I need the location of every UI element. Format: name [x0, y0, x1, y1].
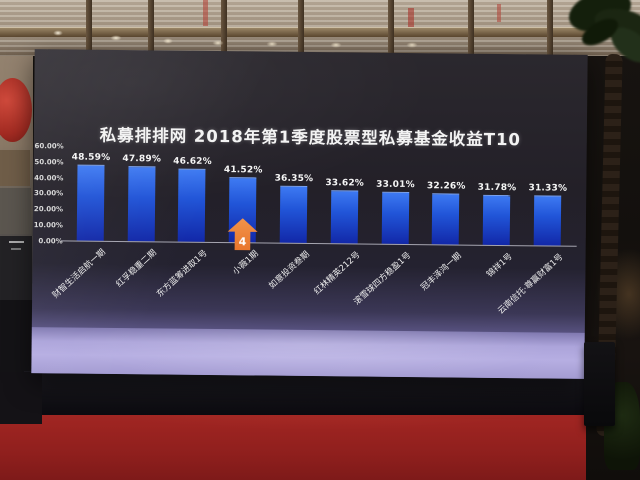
bar-value-label: 47.89%	[122, 153, 162, 165]
bar-value-label: 48.59%	[71, 152, 111, 163]
glass-wall	[0, 0, 640, 56]
chart-title: 私募排排网 2018年第1季度股票型私募基金收益T10	[99, 125, 522, 150]
bar-group: 33.62% 红林精英212号	[312, 150, 371, 297]
y-axis-tick: 60.00%	[34, 142, 64, 151]
bar-category-label: 红林精英212号	[312, 249, 363, 297]
bar-category-label: 冠丰泽鸿一期	[419, 251, 464, 293]
bar-category-label: 如意投资叁期	[266, 249, 312, 292]
bar-value-label: 33.62%	[325, 178, 365, 189]
av-equipment	[0, 236, 32, 300]
y-axis: 60.00% 50.00% 40.00% 30.00% 20.00% 10.00…	[33, 142, 64, 246]
y-axis-tick: 20.00%	[33, 205, 64, 214]
bar-category-label: 财智生活启航一期	[51, 247, 109, 301]
bar-value-label: 31.78%	[477, 182, 517, 193]
y-axis-tick: 0.00%	[38, 237, 63, 246]
bar	[432, 193, 460, 245]
bar-value-label: 31.33%	[528, 183, 568, 195]
bar-category-label: 锦祥1号	[484, 251, 515, 280]
equipment-label-marks	[11, 248, 21, 250]
bar-plot-area: 48.59% 财智生活启航一期 47.89% 红孚稳重二期 46.62% 东方蓝…	[51, 147, 574, 317]
wall-panel	[0, 150, 30, 186]
bar-group: 31.78% 锦祥1号	[471, 152, 523, 280]
bar-group: 36.35% 如意投资叁期	[267, 150, 320, 291]
led-screen: 私募排排网 2018年第1季度股票型私募基金收益T10 60.00% 50.00…	[31, 49, 588, 379]
bar-category-label: 小薇1期	[230, 248, 261, 278]
bar-value-label: 32.26%	[426, 181, 466, 192]
bar-value-label: 41.52%	[223, 164, 263, 176]
stage-base	[24, 371, 594, 415]
ceiling-light-reflections	[0, 0, 640, 56]
wall-panel	[0, 188, 31, 234]
equipment-label-marks	[8, 241, 24, 243]
bar	[330, 190, 359, 244]
bar	[76, 164, 105, 241]
bar-category-label: 东方蓝筹进取1号	[155, 248, 210, 300]
y-axis-tick: 10.00%	[33, 221, 63, 230]
bar-group: 46.62% 东方蓝筹进取1号	[155, 149, 218, 299]
bar-value-label: 46.62%	[173, 156, 212, 167]
bar	[381, 191, 409, 245]
red-lantern	[0, 78, 32, 142]
bar-group: 48.59% 财智生活启航一期	[51, 147, 117, 300]
bar	[279, 185, 308, 243]
bar-group: 33.01% 滚雪球四方稳盈1号	[352, 151, 421, 308]
bar	[127, 165, 156, 242]
bar-group: 41.52% 小薇1期 4	[217, 149, 269, 277]
y-axis-tick: 50.00%	[34, 157, 64, 167]
bar	[178, 168, 206, 242]
bar-group: 32.26% 冠丰泽鸿一期	[419, 151, 472, 293]
y-axis-tick: 30.00%	[34, 189, 64, 198]
screen-bottom-band	[31, 327, 585, 379]
bar-value-label: 36.35%	[274, 173, 314, 184]
plant-foliage	[550, 0, 640, 84]
speaker-box	[584, 342, 615, 426]
bar-group: 31.33% 云南信托·尊赢财富1号	[496, 152, 574, 317]
y-axis-tick: 40.00%	[34, 173, 64, 183]
bar-group: 47.89% 红孚稳重二期	[115, 148, 168, 290]
bar-category-label: 红孚稳重二期	[114, 247, 159, 290]
floor-equipment	[0, 372, 42, 424]
bar	[482, 194, 511, 246]
bar	[533, 195, 562, 246]
bar-value-label: 33.01%	[376, 179, 415, 190]
